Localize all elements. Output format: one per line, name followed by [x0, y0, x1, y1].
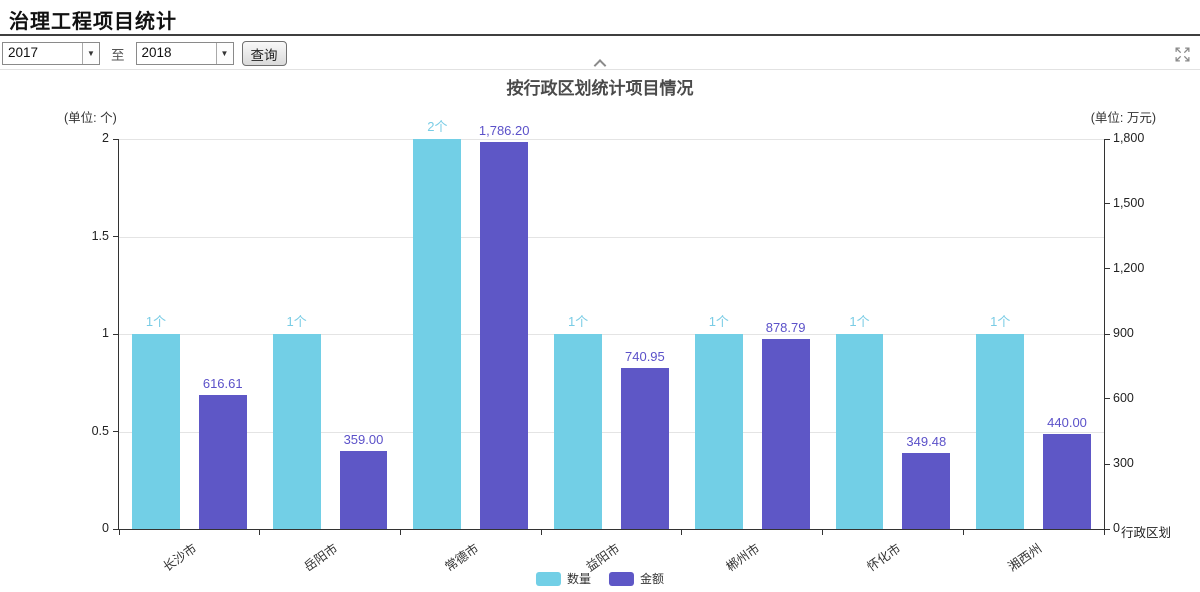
x-axis-name: 行政区划 [1121, 526, 1172, 540]
y-axis-right-tick-label: 600 [1113, 390, 1134, 405]
bar-value-label: 1个 [286, 314, 307, 329]
x-axis-tick [962, 529, 964, 535]
grid-line [119, 139, 1104, 140]
right-axis-unit-label: (单位: 万元) [1090, 111, 1156, 125]
y-axis-left-tick [113, 431, 119, 432]
y-axis-right-tick-label: 0 [1113, 521, 1120, 535]
y-axis-left-tick [113, 333, 119, 335]
legend-label: 数量 [566, 572, 591, 586]
year-to-value: 2018 [141, 45, 172, 60]
bar-quantity-2[interactable] [413, 139, 462, 529]
legend-swatch [535, 571, 561, 586]
x-axis-tick [1103, 529, 1105, 535]
to-label: 至 [111, 47, 125, 63]
y-axis-left-tick [113, 138, 119, 140]
x-axis-tick [540, 529, 542, 535]
y-axis-left-tick [113, 236, 119, 237]
y-axis-right-tick [1104, 138, 1110, 140]
bar-value-label: 1个 [567, 314, 589, 329]
bar-value-label: 616.61 [202, 376, 243, 392]
bar-quantity-6[interactable] [976, 334, 1025, 529]
bar-value-label: 359.00 [343, 432, 384, 448]
y-axis-right-tick-label: 300 [1113, 456, 1134, 470]
bar-quantity-3[interactable] [554, 334, 603, 529]
bar-value-label: 2个 [427, 119, 448, 134]
x-axis-tick [822, 529, 824, 535]
bar-amount-5[interactable] [902, 453, 951, 529]
y-axis-left-tick-label: 2 [102, 131, 109, 145]
bar-value-label: 440.00 [1047, 414, 1087, 430]
bar-quantity-0[interactable] [132, 334, 180, 529]
toolbar: 2017 ▼ 至 2018 ▼ 查询 [0, 38, 1200, 70]
page-title: 治理工程项目统计 [9, 11, 177, 33]
chart-legend: 数量 金额 [535, 570, 664, 587]
y-axis-left-tick [113, 528, 119, 530]
bar-amount-6[interactable] [1043, 433, 1091, 529]
y-axis-right-tick-label: 900 [1113, 326, 1134, 340]
left-axis-unit-label: (单位: 个) [64, 111, 117, 125]
bar-quantity-4[interactable] [694, 334, 743, 529]
y-axis-right-tick [1104, 398, 1110, 400]
y-axis-right-tick-label: 1,800 [1113, 131, 1145, 145]
bar-value-label: 1个 [849, 314, 870, 329]
y-axis-right-tick [1104, 268, 1110, 270]
bar-amount-2[interactable] [480, 142, 529, 529]
bar-value-label: 349.48 [906, 434, 947, 450]
y-axis-right-tick [1104, 463, 1110, 465]
x-axis-tick [399, 529, 401, 535]
fullscreen-expand-icon[interactable] [1174, 46, 1191, 63]
bar-value-label: 1,786.20 [478, 123, 530, 138]
bar-value-label: 1个 [990, 314, 1011, 329]
y-axis-right-tick [1104, 203, 1110, 205]
y-axis-left-tick-label: 0.5 [91, 423, 109, 438]
y-axis-right-tick [1104, 528, 1110, 530]
y-axis-left-tick-label: 0 [102, 521, 109, 535]
bar-amount-3[interactable] [620, 368, 669, 529]
query-button[interactable]: 查询 [241, 41, 287, 66]
legend-item-amount[interactable]: 金额 [609, 570, 664, 587]
y-axis-left-tick-label: 1.5 [91, 228, 109, 243]
bar-amount-1[interactable] [339, 451, 388, 529]
x-axis-tick [118, 529, 120, 535]
bar-amount-4[interactable] [761, 338, 810, 529]
legend-item-quantity[interactable]: 数量 [535, 570, 591, 587]
x-axis-tick [259, 529, 261, 535]
chevron-down-icon[interactable]: ▼ [215, 43, 233, 64]
bar-quantity-1[interactable] [272, 334, 321, 529]
y-axis-right-tick-label: 1,500 [1113, 195, 1145, 210]
x-axis-tick [681, 529, 683, 535]
grid-line [119, 431, 1104, 433]
bar-value-label: 878.79 [765, 319, 806, 335]
bar-value-label: 1个 [708, 314, 729, 329]
bar-amount-0[interactable] [198, 395, 247, 529]
year-to-select[interactable]: 2018 ▼ [135, 42, 234, 65]
legend-label: 金额 [640, 572, 665, 586]
y-axis-left-tick-label: 1 [102, 326, 109, 340]
year-from-value: 2017 [8, 45, 39, 60]
y-axis-right-tick [1104, 333, 1110, 335]
chart-title: 按行政区划统计项目情况 [506, 79, 694, 98]
page-header: 治理工程项目统计 [0, 0, 1200, 36]
bar-value-label: 1个 [145, 314, 167, 329]
bar-value-label: 740.95 [625, 349, 665, 365]
y-axis-right-tick-label: 1,200 [1113, 260, 1145, 275]
legend-swatch [609, 571, 634, 586]
plot-area: 2 1.5 1 0.5 0 1,800 1,500 1,200 900 600 300 0 1个 616.… [92, 119, 1145, 574]
chevron-down-icon[interactable]: ▼ [82, 43, 99, 64]
grid-line [119, 236, 1104, 238]
grid-line [119, 334, 1104, 335]
bar-quantity-5[interactable] [835, 334, 884, 529]
year-from-select[interactable]: 2017 ▼ [2, 42, 100, 65]
